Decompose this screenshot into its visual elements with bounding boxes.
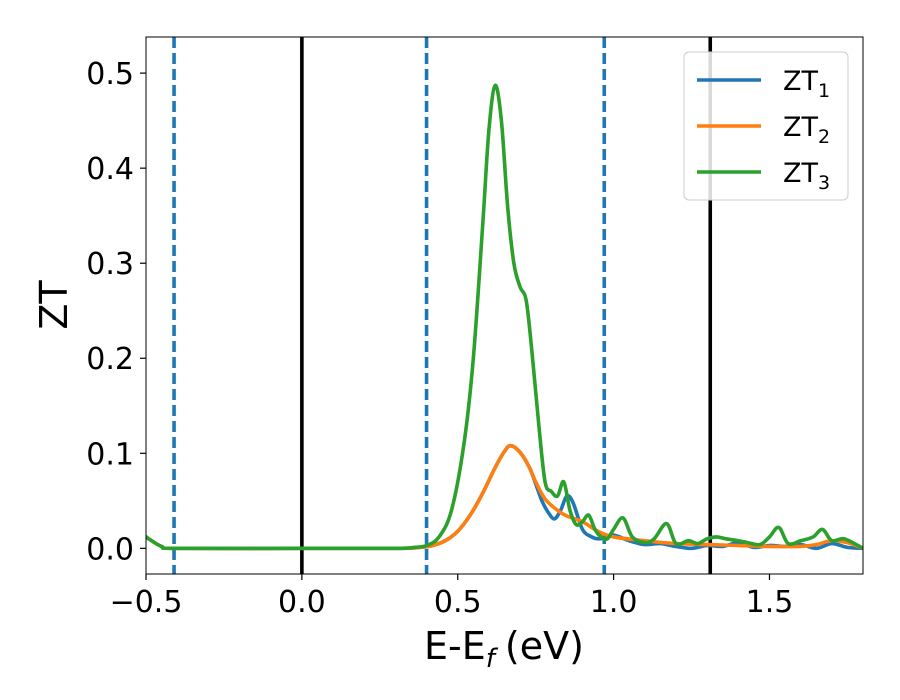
y-axis-title: ZT (32, 280, 76, 330)
x-axis-title: E-Ef (eV) (424, 624, 584, 674)
y-tick-label: 0.5 (86, 57, 134, 92)
series-group (146, 83, 863, 551)
y-tick-label: 0.4 (86, 152, 134, 187)
y-axis: 0.0 0.1 0.2 0.3 0.4 0.5 (86, 57, 146, 567)
legend-label-1: ZT1 (783, 66, 830, 102)
x-axis: −0.5 0.0 0.5 1.0 1.5 (110, 574, 794, 620)
series-line-3 (146, 83, 863, 551)
y-tick-label: 0.0 (86, 532, 134, 567)
legend-label-3: ZT3 (783, 158, 830, 194)
y-tick-label: 0.1 (86, 437, 134, 472)
x-tick-label: 0.0 (278, 585, 326, 620)
legend: ZT1 ZT2 ZT3 (683, 51, 849, 201)
x-axis-title-unit: (eV) (505, 624, 584, 668)
legend-label-2: ZT2 (783, 112, 830, 148)
legend-box (683, 51, 849, 201)
y-tick-label: 0.2 (86, 342, 134, 377)
x-tick-label: −0.5 (110, 585, 183, 620)
x-tick-label: 1.5 (746, 585, 794, 620)
x-tick-label: 1.0 (590, 585, 638, 620)
x-tick-label: 0.5 (434, 585, 482, 620)
y-tick-label: 0.3 (86, 247, 134, 282)
x-axis-title-main: E-E (424, 624, 486, 668)
plot-frame (145, 36, 864, 575)
